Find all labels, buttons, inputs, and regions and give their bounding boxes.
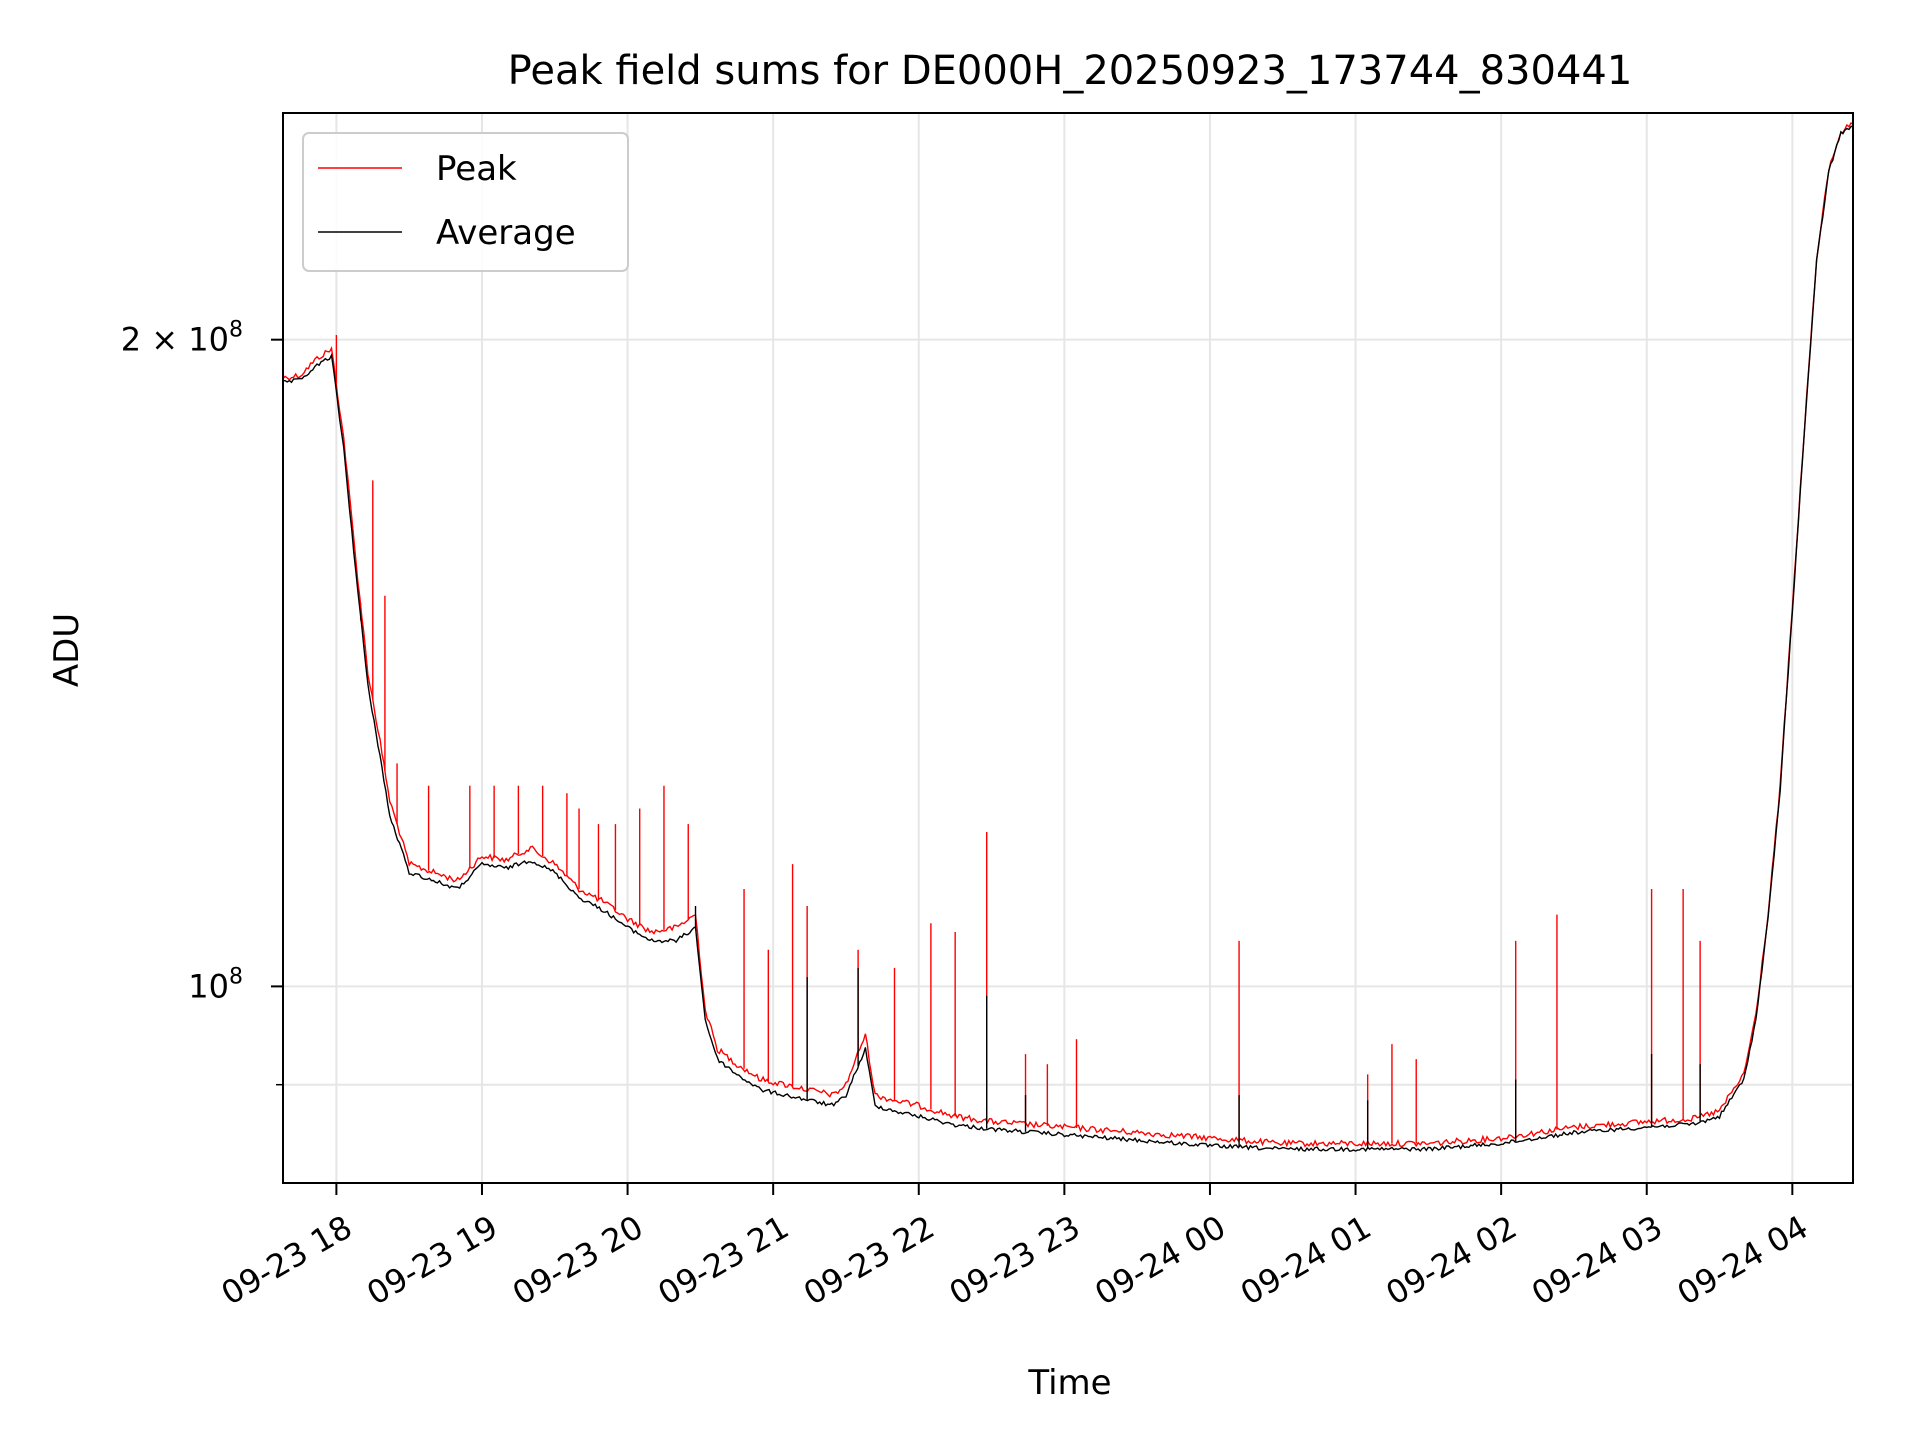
legend-label-average: Average [436, 213, 576, 253]
plot-area [283, 122, 1853, 1153]
x-axis-label: Time [1027, 1363, 1111, 1403]
grid [283, 113, 1853, 1183]
y-tick-label: 2 × 108 [121, 318, 243, 359]
chart-title: Peak field sums for DE000H_20250923_1737… [508, 48, 1633, 94]
y-tick-label: 108 [188, 964, 243, 1005]
plot-frame [282, 112, 1854, 1184]
y-axis-label: ADU [47, 613, 87, 687]
legend-label-peak: Peak [436, 149, 517, 189]
legend: Peak Average [302, 132, 629, 272]
series-line-average [283, 125, 1853, 1153]
series-layer [283, 122, 1853, 1153]
series-line-peak [283, 122, 1853, 1148]
